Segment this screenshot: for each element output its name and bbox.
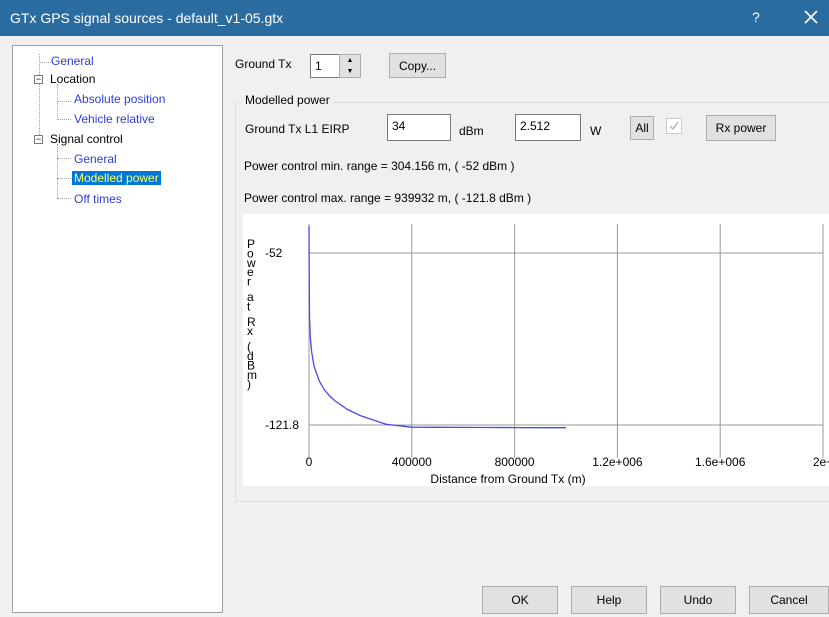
modelled-power-group (235, 102, 829, 502)
y-axis-label-char: x (247, 324, 253, 338)
x-axis-label: Distance from Ground Tx (m) (430, 472, 585, 486)
y-axis-label-char: P (247, 237, 255, 251)
dbm-unit-label: dBm (459, 124, 484, 138)
eirp-w-input[interactable]: 2.512 (515, 114, 581, 141)
tree-item-absolute-position[interactable]: Absolute position (74, 92, 166, 106)
x-tick-label: 1.2e+006 (592, 455, 643, 469)
y-axis-label-char: a (247, 290, 254, 304)
collapse-icon[interactable]: − (34, 74, 43, 84)
y-axis-label-char: t (247, 299, 251, 313)
check-icon (669, 121, 679, 131)
x-tick-label: 1.6e+006 (695, 455, 746, 469)
ground-tx-label: Ground Tx (235, 57, 292, 71)
collapse-icon[interactable]: − (34, 134, 43, 144)
tree-item-signal-general[interactable]: General (74, 152, 117, 166)
y-axis-label-char: r (247, 275, 251, 289)
rx-power-button[interactable]: Rx power (706, 115, 776, 141)
chart-panel: -52 -121.8 0 400000 800000 1.2e+006 1.6e+006 2… (243, 214, 829, 486)
x-tick-label: 0 (306, 455, 313, 469)
spin-down-icon[interactable]: ▼ (346, 68, 354, 75)
tree-item-signal-control[interactable]: Signal control (50, 132, 123, 146)
power-curve (308, 225, 566, 429)
y-axis-label-char: e (247, 265, 254, 279)
min-range-text: Power control min. range = 304.156 m, ( … (244, 159, 515, 173)
all-checkbox[interactable] (666, 118, 682, 134)
x-tick-labels: 0 400000 800000 1.2e+006 1.6e+006 2e+ (306, 455, 829, 469)
all-button[interactable]: All (630, 116, 654, 140)
spin-up-icon[interactable]: ▲ (346, 57, 354, 64)
y-axis-label-char: ( (247, 340, 251, 354)
cancel-button[interactable]: Cancel (749, 586, 829, 614)
window-title: GTx GPS signal sources - default_v1-05.g… (10, 10, 284, 26)
tree-item-off-times[interactable]: Off times (74, 192, 122, 206)
y-axis-label-char: o (247, 246, 254, 260)
close-icon[interactable] (800, 6, 822, 28)
tree-item-location[interactable]: Location (50, 72, 96, 86)
eirp-label: Ground Tx L1 EIRP (245, 122, 350, 136)
navigation-tree[interactable]: General − Location Absolute position Veh… (12, 45, 223, 613)
chart-grid (308, 224, 824, 458)
x-tick-label: 800000 (495, 455, 535, 469)
y-tick-label: -121.8 (265, 418, 299, 432)
ground-tx-input[interactable]: 1 (310, 54, 340, 78)
y-axis-label-char: R (247, 315, 256, 329)
tree-item-general[interactable]: General (51, 54, 94, 68)
copy-button[interactable]: Copy... (389, 53, 446, 78)
power-vs-distance-chart: -52 -121.8 0 400000 800000 1.2e+006 1.6e+006 2… (246, 224, 829, 486)
y-axis-label-char: w (246, 256, 256, 270)
ground-tx-spinner[interactable]: ▲ ▼ (339, 54, 361, 78)
modelled-power-group-label: Modelled power (242, 93, 333, 107)
tree-item-modelled-power[interactable]: Modelled power (72, 171, 161, 185)
help-button[interactable]: Help (571, 586, 647, 614)
w-unit-label: W (590, 124, 602, 138)
tree-item-vehicle-relative[interactable]: Vehicle relative (74, 112, 155, 126)
x-tick-label: 400000 (392, 455, 432, 469)
title-bar: GTx GPS signal sources - default_v1-05.g… (0, 0, 829, 36)
ok-button[interactable]: OK (482, 586, 558, 614)
x-tick-label: 2e+ (813, 455, 829, 469)
y-tick-labels: -52 -121.8 (265, 246, 299, 432)
y-axis-label-char: B (247, 358, 255, 372)
help-icon[interactable]: ? (752, 9, 760, 25)
undo-button[interactable]: Undo (660, 586, 736, 614)
y-axis-label-char: ) (247, 377, 251, 391)
y-axis-label-char: m (247, 368, 257, 382)
y-axis-label-char: d (247, 349, 254, 363)
eirp-dbm-input[interactable]: 34 (387, 114, 451, 141)
max-range-text: Power control max. range = 939932 m, ( -… (244, 191, 532, 205)
y-tick-label: -52 (265, 246, 283, 260)
